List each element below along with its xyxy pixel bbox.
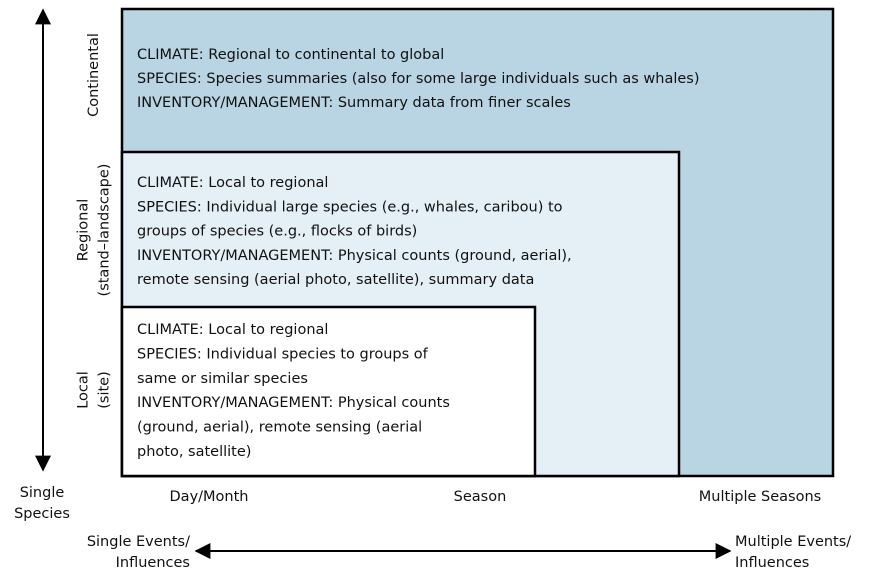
box-text: remote sensing (aerial photo, satellite)…: [137, 272, 534, 288]
x-right-label: Multiple Events/: [735, 534, 851, 550]
x-right-label: Influences: [735, 555, 809, 571]
x-category: Season: [454, 489, 507, 505]
scale-label: (site): [97, 371, 113, 409]
box-text: photo, satellite): [137, 444, 251, 460]
scale-label: Continental: [86, 33, 102, 117]
box-text: groups of species (e.g., flocks of birds…: [137, 224, 417, 240]
labels: CLIMATE: Regional to continental to glob…: [14, 33, 851, 571]
box-text: (ground, aerial), remote sensing (aerial: [137, 420, 422, 436]
box-text: CLIMATE: Local to regional: [137, 322, 328, 338]
x-left-label: Influences: [116, 555, 190, 571]
scale-label: Regional: [76, 199, 92, 262]
box-text: INVENTORY/MANAGEMENT: Summary data from …: [137, 95, 571, 111]
box-text: SPECIES: Species summaries (also for som…: [137, 71, 700, 87]
box-text: same or similar species: [137, 371, 308, 387]
scale-label: Local: [76, 371, 92, 409]
box-text: SPECIES: Individual large species (e.g.,…: [137, 199, 563, 215]
box-text: INVENTORY/MANAGEMENT: Physical counts (g…: [137, 248, 572, 264]
y-axis-label: Single: [20, 485, 65, 501]
y-axis-label: Species: [14, 506, 70, 522]
local-box: [120, 305, 537, 478]
scale-label: (stand–landscape): [97, 164, 113, 297]
box-text: CLIMATE: Regional to continental to glob…: [137, 47, 444, 63]
x-left-label: Single Events/: [87, 534, 190, 550]
box-text: SPECIES: Individual species to groups of: [137, 346, 429, 362]
x-category: Multiple Seasons: [699, 489, 821, 505]
box-text: INVENTORY/MANAGEMENT: Physical counts: [137, 395, 450, 411]
box-text: CLIMATE: Local to regional: [137, 175, 328, 191]
x-category: Day/Month: [170, 489, 249, 505]
